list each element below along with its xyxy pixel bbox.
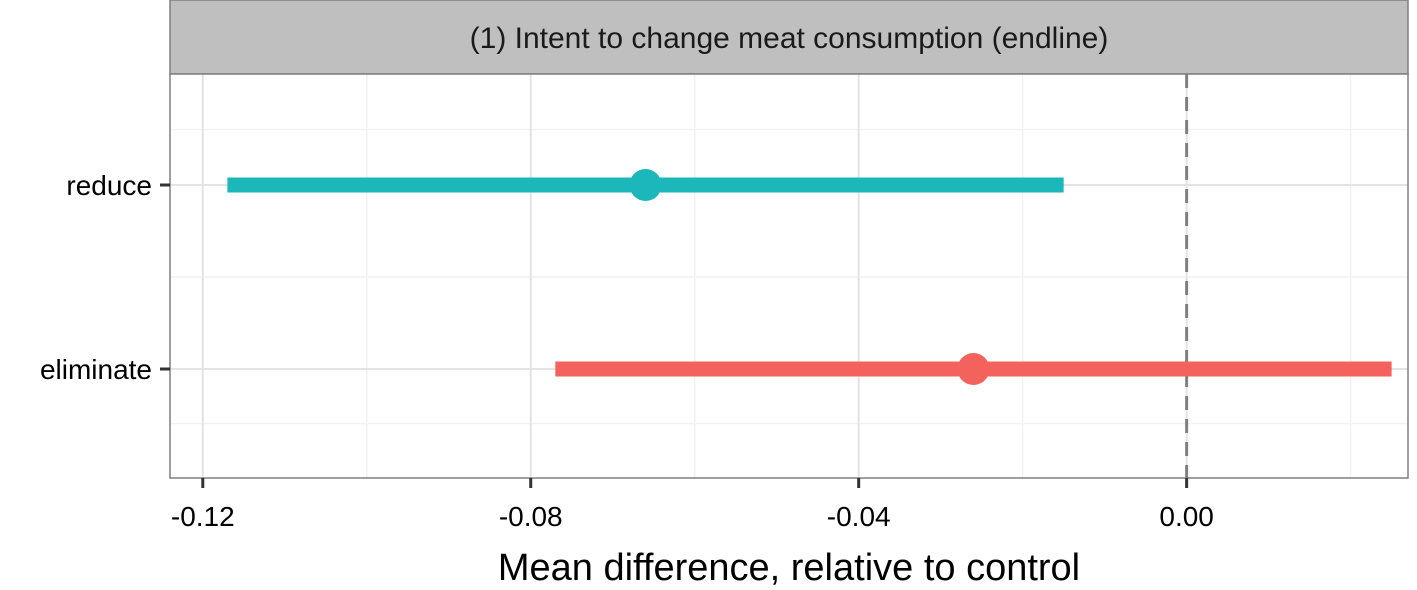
facet-title: (1) Intent to change meat consumption (e… [470, 22, 1109, 55]
x-tick-label: 0.00 [1159, 501, 1214, 532]
panel-border [169, 73, 1409, 479]
facet-strip [169, 0, 1409, 75]
x-axis-title: Mean difference, relative to control [498, 547, 1080, 589]
data-marks [227, 169, 1392, 385]
estimate-point-reduce [629, 169, 662, 201]
y-tick-label-reduce: reduce [66, 170, 152, 201]
plot-panel [170, 74, 1408, 478]
x-tick-label: -0.12 [171, 501, 235, 532]
y-tick-label-eliminate: eliminate [40, 354, 152, 385]
x-tick-label: -0.08 [499, 501, 563, 532]
x-axis: -0.12 -0.08 -0.04 0.00 [171, 478, 1214, 532]
x-tick-label: -0.04 [827, 501, 891, 532]
grid-minor [170, 74, 1408, 478]
estimate-point-eliminate [957, 353, 990, 385]
y-axis: reduce eliminate [40, 170, 170, 385]
